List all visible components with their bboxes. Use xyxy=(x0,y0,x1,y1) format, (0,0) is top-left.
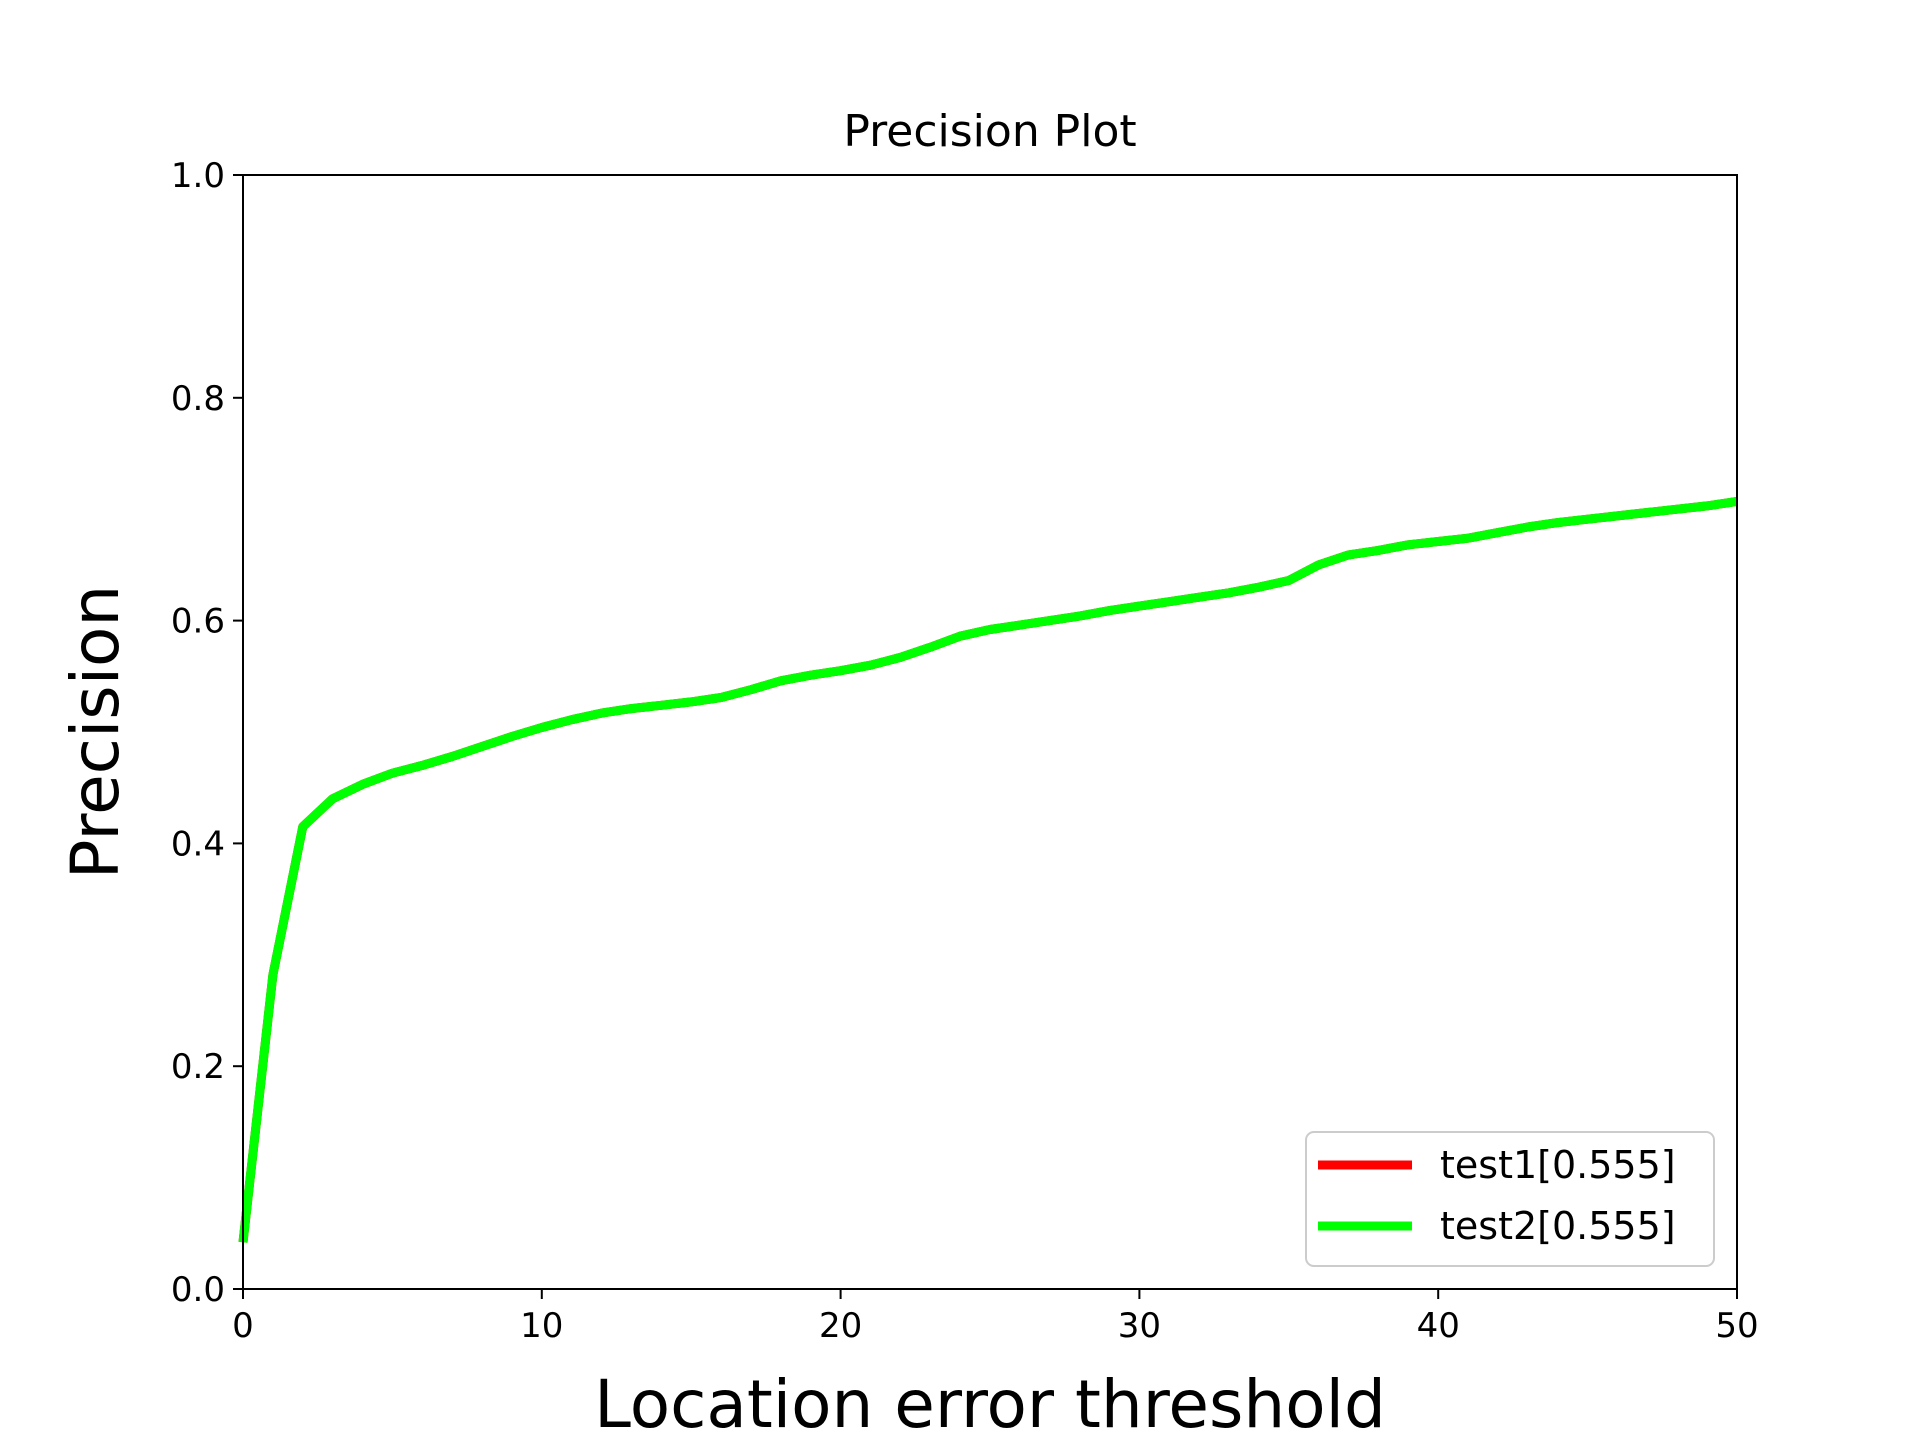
y-tick-label: 1.0 xyxy=(171,156,225,196)
x-tick-label: 50 xyxy=(1715,1306,1758,1346)
legend-label-test1: test1[0.555] xyxy=(1440,1143,1676,1187)
series-line-2 xyxy=(238,496,1738,1243)
y-tick-label: 0.4 xyxy=(171,824,225,864)
x-tick-label: 40 xyxy=(1417,1306,1460,1346)
series-group xyxy=(238,496,1738,1243)
plot-background xyxy=(243,175,1737,1289)
x-tick-label: 10 xyxy=(520,1306,563,1346)
plot-area xyxy=(238,174,1738,1290)
x-tick-label: 0 xyxy=(232,1306,254,1346)
y-tick-label: 0.8 xyxy=(171,379,225,419)
y-tick-label: 0.2 xyxy=(171,1047,225,1087)
y-tick-label: 0.0 xyxy=(171,1270,225,1310)
x-tick-label: 20 xyxy=(819,1306,862,1346)
y-tick-label: 0.6 xyxy=(171,602,225,642)
y-axis-label: Precision xyxy=(57,585,134,880)
chart-title: Precision Plot xyxy=(843,106,1136,157)
y-axis-ticks: 0.0 0.2 0.4 0.6 0.8 1.0 xyxy=(171,156,243,1310)
legend: test1[0.555] test2[0.555] xyxy=(1305,1131,1715,1267)
legend-label-test2: test2[0.555] xyxy=(1440,1204,1676,1248)
x-tick-label: 30 xyxy=(1118,1306,1161,1346)
plot-frame xyxy=(242,174,1738,1290)
x-axis-label: Location error threshold xyxy=(594,1366,1386,1440)
x-axis-ticks: 0 10 20 30 40 50 xyxy=(232,1289,1759,1346)
